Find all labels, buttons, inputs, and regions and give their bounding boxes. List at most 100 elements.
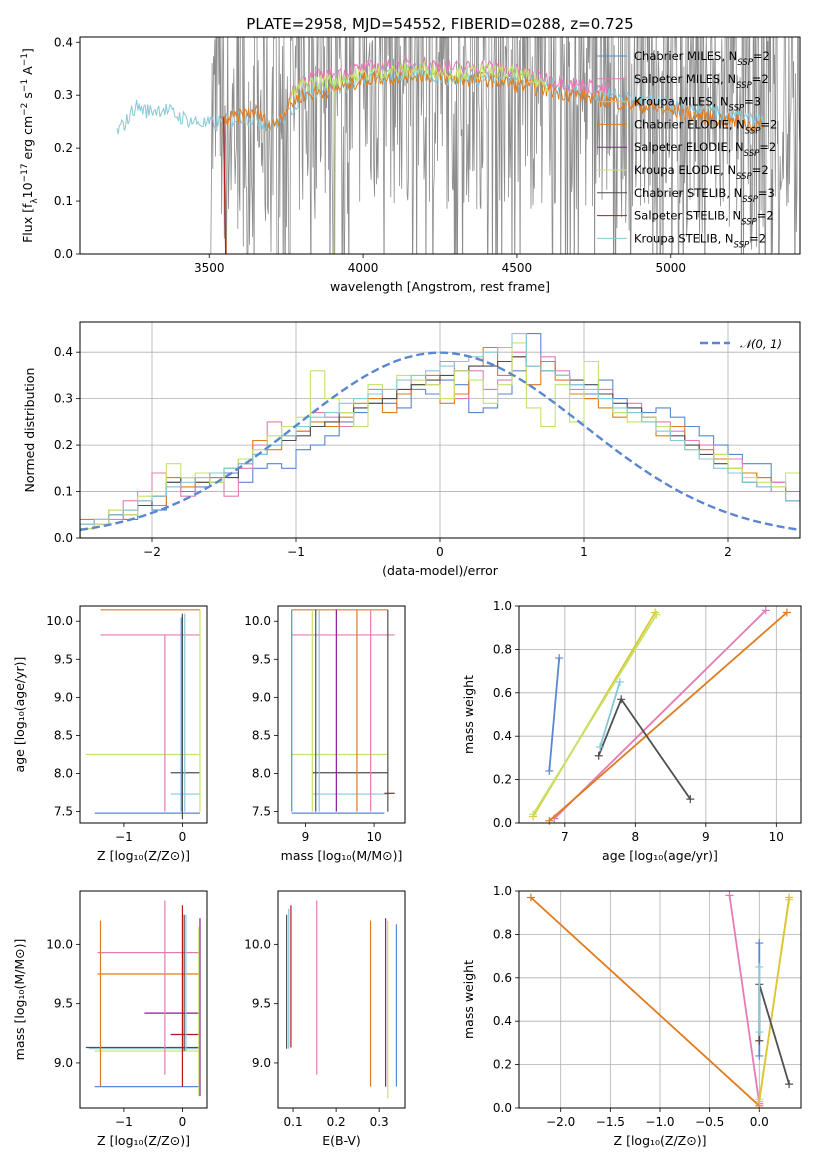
y-tick-label: 9.0 [54, 1056, 73, 1070]
x-tick-label: 4500 [502, 261, 533, 275]
y-tick-label: 9.0 [54, 690, 73, 704]
y-tick-label: 0.3 [54, 88, 73, 102]
y-tick-label: 10.0 [244, 614, 271, 628]
data-point-marker [596, 743, 605, 752]
y-tick-label: 0.4 [493, 729, 512, 743]
age_vs_Z-axes: −1 0 7.5 8.0 8.5 9.0 9.5 10.0 [46, 614, 186, 844]
legend-entry: Chabrier STELIB, NSSP=3 [634, 186, 775, 205]
mass_vs_Z-frame [79, 890, 208, 1109]
model-drop-line [223, 116, 227, 254]
mass_vs_EBV-xlabel: E(B-V) [322, 1133, 361, 1148]
x-tick-label: 10 [769, 830, 784, 844]
mass_vs_Z-axes: −1 0 9.0 9.5 10.0 [46, 937, 186, 1129]
mass_vs_Z-ylabel: mass [log₁₀(M/M⊙)] [12, 939, 27, 1061]
mass_weight_vs_Z-xlabel: Z [log₁₀(Z/Z⊙)] [614, 1133, 707, 1148]
spectrum-axes: 3500 4000 4500 5000 0.0 0.1 0.2 0.3 0.4 [54, 35, 686, 275]
residuals-xlabel: (data-model)/error [382, 563, 499, 578]
y-tick-label: 1.0 [493, 599, 512, 613]
data-point-marker [755, 962, 764, 971]
y-tick-label: 8.0 [54, 767, 73, 781]
series-line [758, 897, 790, 1102]
x-tick-label: 0.3 [370, 1115, 389, 1129]
data-point-marker [785, 1080, 794, 1089]
y-tick-label: 10.0 [244, 937, 271, 951]
data-point-marker [755, 939, 764, 948]
histogram-step [80, 356, 800, 538]
residual-histograms [80, 333, 800, 538]
mass_weight_vs_Z-ylabel: mass weight [461, 960, 476, 1039]
x-tick-label: −0.5 [695, 1115, 724, 1129]
x-tick-label: −1 [287, 545, 305, 559]
x-tick-label: −1 [115, 830, 133, 844]
y-tick-label: 9.5 [54, 652, 73, 666]
data-point-marker [545, 766, 554, 775]
series-line [548, 611, 788, 822]
y-tick-label: 8.0 [252, 767, 271, 781]
y-tick-label: 8.5 [54, 728, 73, 742]
histogram-step [80, 342, 800, 538]
mass_vs_Z-marks [85, 900, 201, 1097]
y-tick-label: 0.6 [493, 686, 512, 700]
data-point-marker [617, 695, 626, 704]
y-tick-label: 0.6 [493, 971, 512, 985]
y-tick-label: 0.4 [54, 345, 73, 359]
x-tick-label: 2 [724, 545, 732, 559]
y-tick-label: 0.4 [54, 35, 73, 49]
histogram-step [80, 333, 800, 538]
x-tick-label: −1 [115, 1115, 133, 1129]
mass_vs_EBV-marks [286, 900, 397, 1099]
y-tick-label: 0.1 [54, 485, 73, 499]
mass_weight_vs_age-marks [529, 606, 791, 825]
y-tick-label: 9.5 [252, 652, 271, 666]
data-point-marker [526, 893, 535, 902]
mass_weight_vs_Z-frame [518, 890, 802, 1109]
age_vs_Z-frame [79, 605, 208, 824]
series-line [597, 697, 692, 800]
legend-entry: Chabrier ELODIE, NSSP=2 [634, 117, 777, 136]
normal-curve [80, 351, 798, 532]
age_vs_mass-axes: 9 10 7.5 8.0 8.5 9.0 9.5 10.0 [244, 614, 381, 844]
x-tick-label: 0 [179, 1115, 187, 1129]
x-tick-label: 0.1 [284, 1115, 303, 1129]
y-tick-label: 10.0 [46, 937, 73, 951]
mass_weight_vs_age-ylabel: mass weight [461, 675, 476, 754]
y-tick-label: 0.0 [493, 816, 512, 830]
y-tick-label: 10.0 [46, 614, 73, 628]
age_vs_mass-frame [277, 605, 406, 824]
y-tick-label: 0.4 [493, 1014, 512, 1028]
data-point-marker [529, 810, 538, 819]
x-tick-label: −2.0 [546, 1115, 575, 1129]
residuals-ylabel: Normed distribution [22, 368, 37, 493]
x-tick-label: 10 [366, 830, 381, 844]
data-point-marker [782, 608, 791, 617]
x-tick-label: 4000 [348, 261, 379, 275]
mass_weight_vs_Z-marks [526, 891, 794, 1110]
y-tick-label: 0.2 [493, 1058, 512, 1072]
mass_weight_vs_age-axes: 7 8 9 10 0.0 0.2 0.4 0.6 0.8 1.0 [493, 599, 801, 844]
x-tick-label: 7 [561, 830, 569, 844]
legend-entry: Salpeter ELODIE, NSSP=2 [634, 140, 776, 159]
data-point-marker [761, 606, 770, 615]
y-tick-label: 0.1 [54, 194, 73, 208]
series-line [532, 614, 658, 815]
x-tick-label: 3500 [194, 261, 225, 275]
mass_weight_vs_age-frame [518, 605, 802, 824]
legend-entry: Kroupa STELIB, NSSP=2 [634, 231, 766, 250]
series-line [548, 658, 561, 771]
data-point-marker [755, 1036, 764, 1045]
y-tick-label: 9.0 [252, 690, 271, 704]
mass_vs_EBV-axes: 0.1 0.2 0.3 9.0 9.5 10.0 [244, 937, 388, 1129]
series-line [728, 895, 761, 1104]
model-spectrum-line [288, 60, 549, 103]
series-line [553, 609, 767, 820]
x-tick-label: −1.0 [645, 1115, 674, 1129]
y-tick-label: 7.5 [54, 805, 73, 819]
histogram-step [80, 333, 800, 538]
histogram-step [80, 346, 800, 538]
data-point-marker [615, 677, 624, 686]
data-point-marker [755, 1097, 764, 1106]
y-tick-label: 8.5 [252, 728, 271, 742]
y-tick-label: 0.3 [54, 392, 73, 406]
x-tick-label: 0 [436, 545, 444, 559]
